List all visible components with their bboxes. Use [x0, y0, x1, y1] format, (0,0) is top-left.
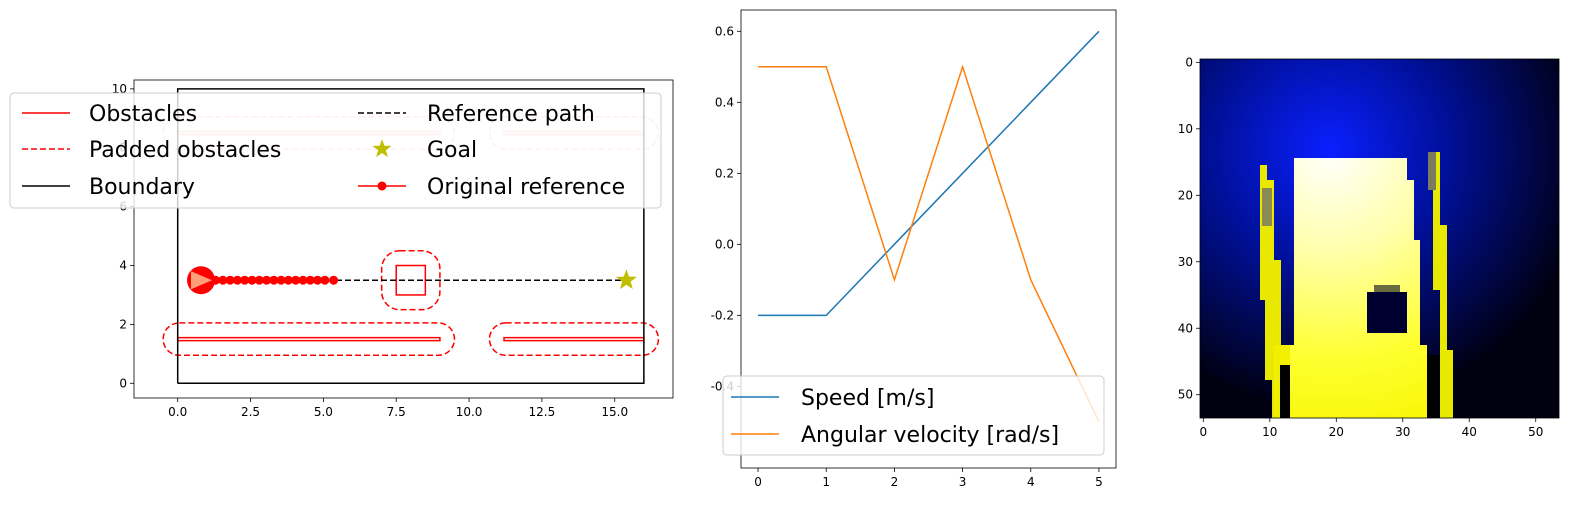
legend-box: [722, 375, 1105, 456]
original-reference-point: [305, 275, 315, 285]
goal-star-icon: [615, 269, 637, 290]
image-y-axis: 0 10 20 30 40 50: [1178, 55, 1200, 402]
map-panel: 0.02.55.07.510.012.515.0 0246810 Obstacl…: [9, 79, 674, 419]
original-reference-point: [240, 275, 250, 285]
map-axes-frame: [133, 79, 674, 399]
velocity-xtick-label: 0: [754, 475, 762, 489]
padded-obstacle: [162, 322, 456, 357]
original-reference-point: [329, 275, 339, 285]
original-reference-point: [225, 275, 235, 285]
original-reference-point: [269, 275, 279, 285]
heatmap-right-shadow: [1428, 152, 1436, 190]
legend-obstacles-label: Obstacles: [89, 102, 197, 127]
heatmap-center-hole: [1367, 292, 1407, 333]
legend-boundary-label: Boundary: [89, 175, 195, 200]
image-xtick-label: 10: [1262, 425, 1277, 439]
original-reference-point: [218, 275, 228, 285]
velocity-xtick-label: 1: [822, 475, 830, 489]
velocity-xtick-label: 2: [891, 475, 899, 489]
obstacle: [395, 264, 427, 296]
map-xtick-label: 2.5: [241, 405, 260, 419]
map-ytick-label: 4: [119, 259, 127, 273]
robot-heading-icon: [191, 271, 213, 290]
velocity-ytick-label: 0.2: [715, 166, 734, 180]
velocity-y-axis: -0.4-0.20.00.20.40.6: [711, 24, 741, 393]
legend-speed-label: Speed [m/s]: [801, 386, 934, 411]
legend-angular-label: Angular velocity [rad/s]: [801, 423, 1059, 448]
image-xtick-label: 0: [1200, 425, 1208, 439]
velocity-plot-area: [758, 30, 1100, 423]
image-xtick-label: 40: [1462, 425, 1477, 439]
image-xtick-label: 30: [1395, 425, 1410, 439]
image-xtick-label: 50: [1528, 425, 1543, 439]
heatmap-right-leg-gap: [1427, 355, 1440, 418]
velocity-xtick-label: 5: [1095, 475, 1103, 489]
map-legend: Obstacles Reference path Padded obstacle…: [9, 92, 662, 209]
heatmap-image: [1200, 59, 1559, 418]
map-xtick-label: 5.0: [314, 405, 333, 419]
image-panel: 0 10 20 30 40 50 0 10 20 30 40 50: [1178, 55, 1560, 439]
map-ytick-label: 0: [119, 376, 127, 390]
map-xtick-label: 10.0: [456, 405, 483, 419]
legend-box: [9, 92, 662, 209]
original-reference-point: [262, 275, 272, 285]
legend-original-reference-label: Original reference: [427, 175, 625, 200]
legend-padded-obstacles-label: Padded obstacles: [89, 138, 281, 163]
heatmap-main-region: [1290, 158, 1427, 418]
legend-original-reference-dot: [377, 181, 387, 191]
image-axes-frame: [1199, 58, 1560, 419]
image-ytick-label: 10: [1178, 122, 1193, 136]
heatmap-hole-edge: [1374, 285, 1400, 292]
original-reference-point: [298, 275, 308, 285]
speed-series-line: [758, 30, 1100, 317]
map-xtick-label: 0.0: [168, 405, 187, 419]
image-ytick-label: 30: [1178, 255, 1193, 269]
velocity-axes-frame: [740, 9, 1117, 469]
map-xtick-label: 7.5: [387, 405, 406, 419]
map-ytick-label: 2: [119, 317, 127, 331]
original-reference-point: [276, 275, 286, 285]
velocity-ytick-label: 0.0: [715, 237, 734, 251]
image-x-axis: 0 10 20 30 40 50: [1200, 418, 1543, 439]
original-reference-point: [313, 275, 323, 285]
heatmap-left-shadow: [1262, 188, 1272, 226]
image-xtick-label: 20: [1329, 425, 1344, 439]
map-xtick-label: 15.0: [601, 405, 628, 419]
legend-goal-star-icon: [372, 139, 392, 158]
original-reference-point: [283, 275, 293, 285]
image-ytick-label: 40: [1178, 321, 1193, 335]
velocity-ytick-label: 0.4: [715, 95, 734, 109]
image-ytick-label: 20: [1178, 188, 1193, 202]
padded-obstacle: [488, 322, 660, 357]
map-ytick-label: 10: [112, 82, 127, 96]
angular-velocity-series-line: [758, 64, 1100, 423]
original-reference-point: [232, 275, 242, 285]
original-reference-point: [320, 275, 330, 285]
map-xtick-label: 12.5: [529, 405, 556, 419]
velocity-ytick-label: -0.2: [711, 308, 734, 322]
velocity-xtick-label: 3: [959, 475, 967, 489]
map-x-axis: 0.0 2.5 5.0 7.5 10.0 12.5 15.0: [168, 398, 628, 419]
image-ytick-label: 0: [1185, 55, 1193, 69]
velocity-xtick-label: 4: [1027, 475, 1035, 489]
legend-goal-label: Goal: [427, 138, 477, 163]
legend-reference-path-label: Reference path: [427, 102, 595, 127]
image-ytick-label: 50: [1178, 388, 1193, 402]
velocity-ytick-label: 0.6: [715, 24, 734, 38]
original-reference-point: [254, 275, 264, 285]
velocity-x-axis: 0 1 2 3 4 5: [754, 468, 1103, 489]
heatmap-right-arm: [1433, 152, 1453, 418]
original-reference-point: [291, 275, 301, 285]
original-reference-point: [247, 275, 257, 285]
velocity-legend: Speed [m/s] Angular velocity [rad/s]: [722, 375, 1105, 456]
heatmap-left-leg-gap: [1280, 365, 1290, 418]
